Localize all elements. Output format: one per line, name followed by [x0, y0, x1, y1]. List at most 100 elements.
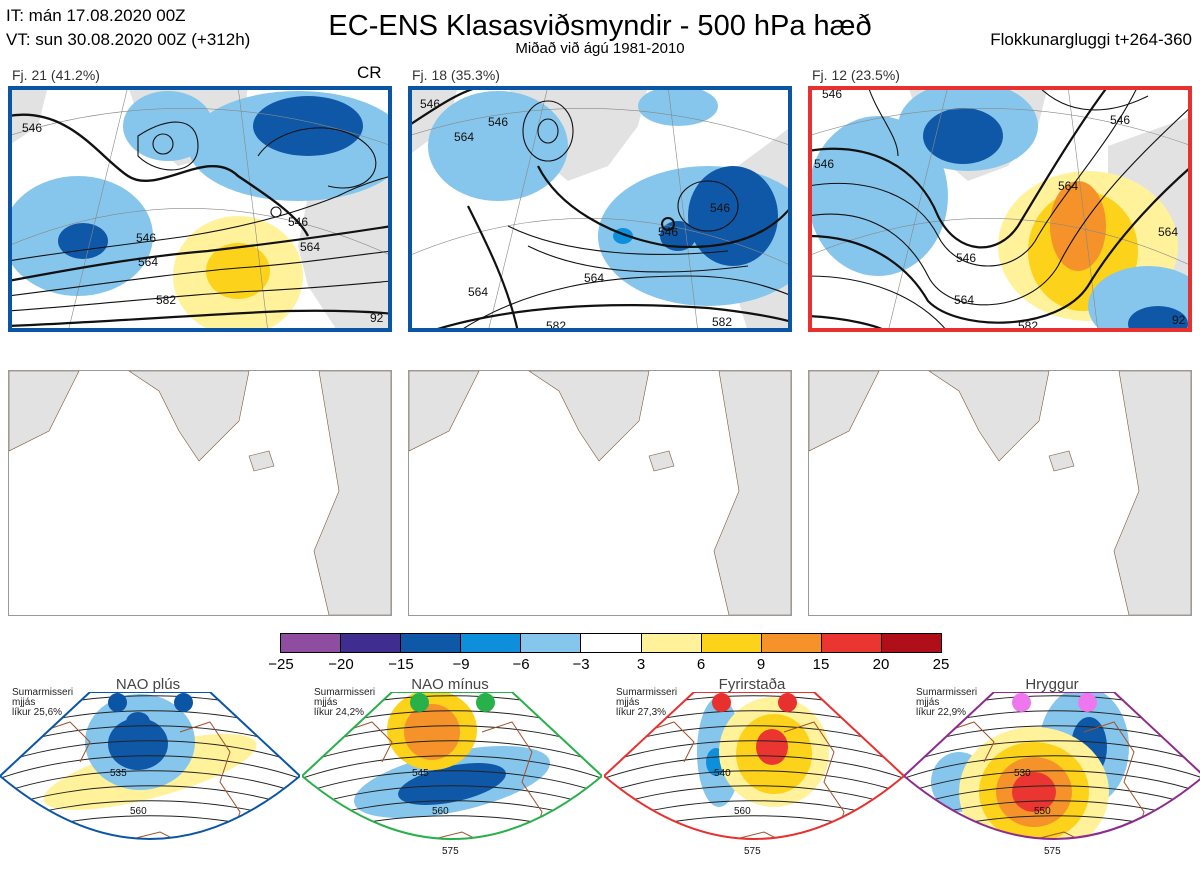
cluster-2-label: Fj. 18 (35.3%) — [412, 67, 500, 83]
colorbar-tick-label: 6 — [696, 656, 706, 673]
contour-label: 564 — [138, 255, 158, 269]
anomaly-area — [404, 704, 460, 760]
contour-label: 546 — [956, 251, 976, 265]
cluster-3-map: 546 546 546 564 546 564 564 582 92 — [808, 86, 1192, 332]
regime-marker-dot — [476, 693, 495, 712]
regime-map: 540 560 575 — [604, 692, 904, 857]
window-label: Flokkunargluggi t+264-360 — [990, 30, 1192, 49]
regime-info-line: mjjás — [916, 697, 940, 708]
regime-info-line: Sumarmisseri — [12, 687, 74, 698]
contour-label: 564 — [454, 130, 474, 144]
contour-label: 546 — [658, 225, 678, 239]
colorbar-segment — [460, 634, 521, 652]
contour-label: 546 — [1110, 113, 1130, 127]
contour-label: 546 — [288, 215, 308, 229]
regime-frame — [604, 692, 904, 840]
colorbar-segment — [340, 634, 401, 652]
regime-name: Fyrirstaða — [718, 676, 786, 693]
contour-label: 564 — [1158, 225, 1178, 239]
regime-map: 535 560 — [0, 692, 300, 840]
colorbar-segment — [640, 634, 701, 652]
contour-label: 530 — [1014, 768, 1031, 779]
contour-label: 546 — [136, 231, 156, 245]
height-contour — [904, 755, 1200, 783]
colorbar-segment — [880, 634, 942, 652]
contour-label: 545 — [412, 768, 429, 779]
regime-marker-dot — [410, 693, 429, 712]
contour-label: 546 — [420, 97, 440, 111]
colorbar — [280, 633, 942, 653]
regime-marker-dot — [1012, 693, 1031, 712]
colorbar-tick-label: 20 — [872, 656, 890, 673]
contour-label: 560 — [734, 806, 751, 817]
height-contour — [302, 755, 602, 783]
regime-info-line: Sumarmisseri — [916, 687, 978, 698]
regime-map: 530 550 575 — [904, 692, 1200, 857]
colorbar-segment — [820, 634, 881, 652]
colorbar-segment — [281, 634, 341, 652]
contour-label: 564 — [1058, 179, 1078, 193]
regime-info-line: líkur 27,3% — [616, 707, 667, 718]
regime-marker-dot — [1078, 693, 1097, 712]
regime-frame — [302, 692, 602, 840]
regime-info: Sumarmisseri mjjás líkur 22,9% — [916, 688, 996, 718]
colorbar-segment — [520, 634, 581, 652]
colorbar-tick-label: −6 — [512, 656, 530, 673]
empty-map-1 — [8, 370, 392, 616]
contour-label: 582 — [156, 293, 176, 307]
regime-name: NAO plús — [115, 676, 181, 693]
colorbar-tick-label: 3 — [636, 656, 646, 673]
regime-marker-dot — [778, 693, 797, 712]
cluster-2-map: 546 564 546 546 546 564 564 582 582 — [408, 86, 792, 332]
contour-label: 92 — [370, 311, 384, 325]
regime-info-line: mjjás — [12, 697, 36, 708]
colorbar-segment — [580, 634, 641, 652]
regime-marker-dot — [712, 693, 731, 712]
contour-label: 564 — [954, 293, 974, 307]
colorbar-tick-label: −15 — [388, 656, 414, 673]
height-contour — [302, 770, 602, 798]
regime-info: Sumarmisseri mjjás líkur 24,2% — [314, 688, 394, 718]
height-contour — [0, 770, 300, 798]
contour-label: 546 — [710, 201, 730, 215]
cluster-1-label: Fj. 21 (41.2%) — [12, 67, 100, 83]
colorbar-segment — [700, 634, 761, 652]
anomaly-area — [108, 718, 168, 770]
cluster-1-map: 546 564 582 546 546 564 92 — [8, 86, 392, 332]
anomaly-area — [126, 712, 150, 732]
page-title: EC-ENS Klasasviðsmyndir - 500 hPa hæð — [328, 10, 872, 42]
contour-label: 546 — [488, 115, 508, 129]
regime-frame — [0, 692, 300, 840]
contour-label: 564 — [468, 285, 488, 299]
contour-label: 564 — [584, 271, 604, 285]
contour-label: 92 — [1172, 313, 1186, 327]
colorbar-segment — [400, 634, 461, 652]
contour-label: 564 — [300, 240, 320, 254]
cluster-1-tag: CR — [357, 63, 382, 82]
regime-info: Sumarmisseri mjjás líkur 27,3% — [616, 688, 696, 718]
colorbar-tick-label: −20 — [328, 656, 354, 673]
empty-map-2 — [408, 370, 792, 616]
cluster-3-label: Fj. 12 (23.5%) — [812, 67, 900, 83]
cluster-3-frame — [808, 86, 1192, 332]
regime-marker-dot — [108, 693, 127, 712]
height-contour — [302, 740, 602, 768]
regime-info-line: líkur 24,2% — [314, 707, 365, 718]
contour-label: 540 — [714, 768, 731, 779]
colorbar-segment — [760, 634, 821, 652]
height-contour — [604, 770, 904, 798]
regime-info-line: Sumarmisseri — [616, 687, 678, 698]
cluster-2-frame — [408, 86, 792, 332]
cluster-1-frame — [8, 86, 392, 332]
anomaly-area — [756, 729, 788, 765]
height-contour — [604, 740, 904, 768]
contour-label: 560 — [130, 806, 147, 817]
empty-map-3 — [808, 370, 1192, 616]
contour-label: 560 — [432, 806, 449, 817]
regime-info: Sumarmisseri mjjás líkur 25,6% — [12, 688, 92, 718]
colorbar-tick-label: 9 — [756, 656, 766, 673]
contour-label: 546 — [814, 157, 834, 171]
regime-info-line: mjjás — [616, 697, 640, 708]
height-contour — [0, 755, 300, 783]
regime-info-line: líkur 22,9% — [916, 707, 967, 718]
